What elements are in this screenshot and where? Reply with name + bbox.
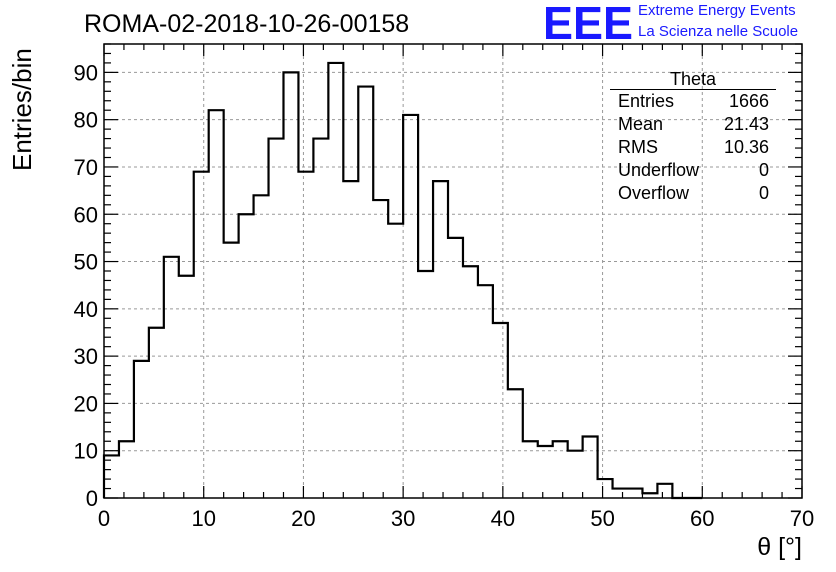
histogram-bin xyxy=(628,489,643,498)
histogram-bin xyxy=(328,63,343,498)
histogram-bin xyxy=(403,115,418,498)
histogram-bin xyxy=(418,271,433,498)
chart-title: ROMA-02-2018-10-26-00158 xyxy=(84,10,410,38)
stats-label: Mean xyxy=(618,114,664,134)
histogram-bin xyxy=(149,328,164,498)
histogram-bin xyxy=(254,195,269,498)
histogram-bin xyxy=(493,323,508,498)
histogram-bin xyxy=(613,489,628,498)
y-tick-label: 10 xyxy=(74,439,98,464)
histogram-bin xyxy=(553,441,568,498)
y-tick-label: 50 xyxy=(74,250,98,275)
histogram-bin xyxy=(194,172,209,498)
stats-row-underflow: Underflow 0 xyxy=(610,159,776,182)
stats-label: Entries xyxy=(618,91,675,111)
y-tick-label: 70 xyxy=(74,155,98,180)
histogram-bin xyxy=(209,110,224,498)
stats-value: 1666 xyxy=(728,91,769,111)
histogram-bin xyxy=(388,224,403,498)
stats-value: 0 xyxy=(758,160,769,180)
histogram-bin xyxy=(568,451,583,498)
histogram-bin xyxy=(269,139,284,498)
histogram-bin xyxy=(657,484,672,498)
eee-logo: EEE xyxy=(543,2,633,42)
stats-row-mean: Mean 21.43 xyxy=(610,113,776,136)
histogram-bin xyxy=(448,238,463,498)
histogram-bin xyxy=(179,276,194,498)
histogram-bin xyxy=(313,139,328,498)
x-tick-label: 0 xyxy=(98,506,110,531)
y-axis-label: Entries/bin xyxy=(7,48,37,171)
histogram-bin xyxy=(283,72,298,498)
histogram-bin xyxy=(358,87,373,498)
logo-mark: EEE xyxy=(543,2,633,42)
x-tick-label: 70 xyxy=(790,506,814,531)
stats-value: 0 xyxy=(758,183,769,203)
x-tick-label: 50 xyxy=(590,506,614,531)
stats-value: 21.43 xyxy=(723,114,769,134)
histogram-bin xyxy=(104,455,119,498)
stats-label: Overflow xyxy=(618,183,690,203)
x-tick-label: 30 xyxy=(391,506,415,531)
x-tick-label: 20 xyxy=(291,506,315,531)
histogram-bin xyxy=(224,243,239,498)
x-tick-label: 60 xyxy=(690,506,714,531)
histogram-bin xyxy=(463,266,478,498)
y-tick-label: 90 xyxy=(74,60,98,85)
y-tick-label: 60 xyxy=(74,202,98,227)
histogram-bin xyxy=(298,172,313,498)
histogram-bin xyxy=(119,441,134,498)
histogram-bin xyxy=(508,389,523,498)
stats-value: 10.36 xyxy=(723,137,769,157)
histogram-bin xyxy=(583,437,598,498)
x-tick-label: 40 xyxy=(491,506,515,531)
x-axis-label: θ [°] xyxy=(757,533,802,561)
y-tick-label: 80 xyxy=(74,108,98,133)
histogram-outline xyxy=(102,61,703,500)
stats-label: RMS xyxy=(618,137,658,157)
logo-line-1: Extreme Energy Events xyxy=(638,2,796,19)
histogram-bin xyxy=(164,257,179,498)
y-tick-label: 0 xyxy=(86,486,98,511)
stats-box: Theta Entries 1666 Mean 21.43 RMS 10.36 … xyxy=(610,70,776,205)
histogram-bin xyxy=(239,214,254,498)
histogram-bin xyxy=(523,441,538,498)
stats-label: Underflow xyxy=(618,160,700,180)
histogram-bin xyxy=(373,200,388,498)
histogram-bin xyxy=(478,285,493,498)
y-tick-label: 30 xyxy=(74,344,98,369)
histogram-bin xyxy=(598,479,613,498)
stats-row-overflow: Overflow 0 xyxy=(610,182,776,205)
stats-row-entries: Entries 1666 xyxy=(610,90,776,113)
histogram-bin xyxy=(134,361,149,498)
logo-line-2: La Scienza nelle Scuole xyxy=(638,23,799,40)
histogram-bin xyxy=(538,446,553,498)
y-tick-label: 20 xyxy=(74,391,98,416)
x-tick-label: 10 xyxy=(191,506,215,531)
y-tick-label: 40 xyxy=(74,297,98,322)
stats-title: Theta xyxy=(610,70,776,90)
stats-row-rms: RMS 10.36 xyxy=(610,136,776,159)
